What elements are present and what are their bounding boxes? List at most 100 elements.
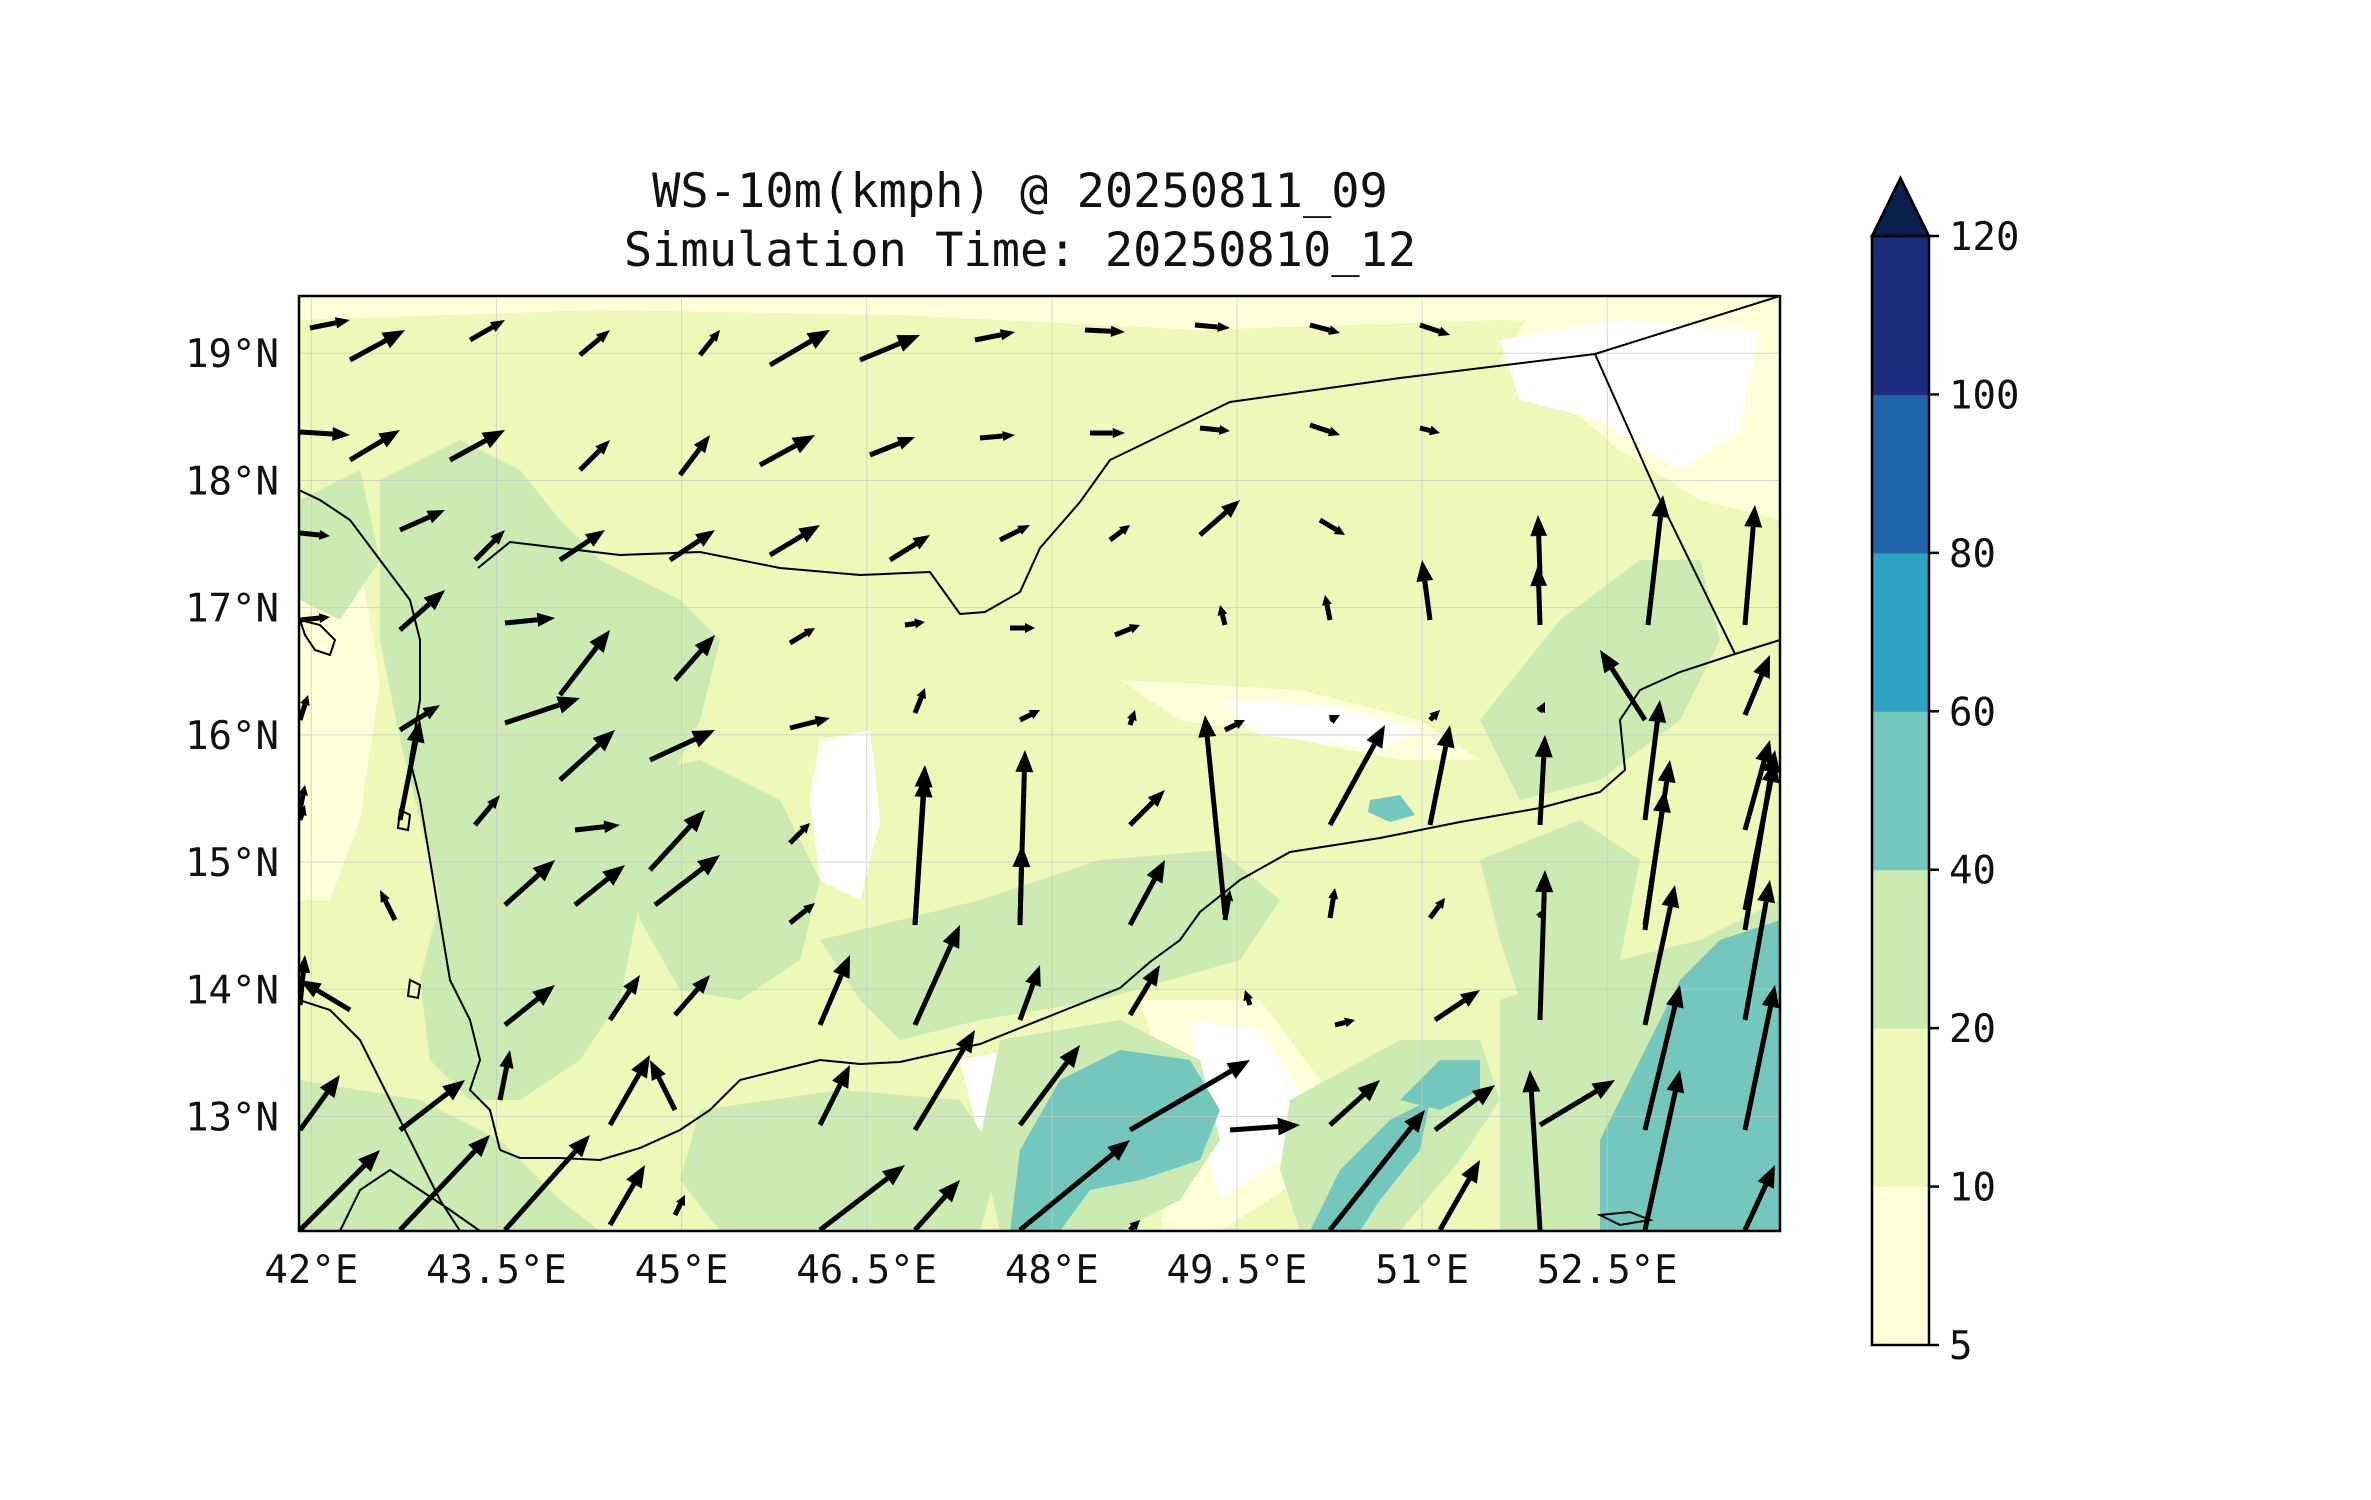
wind-arrow [299, 1075, 340, 1132]
wind-arrow [1334, 1017, 1355, 1028]
lon-tick-label: 46.5°E [796, 1248, 937, 1293]
lat-tick-label: 19°N [185, 332, 279, 377]
wind-arrow [473, 530, 505, 562]
wind-arrow [1194, 321, 1230, 332]
wind-arrow [1433, 990, 1480, 1023]
lat-tick-label: 14°N [185, 968, 279, 1013]
wind-arrow [648, 730, 715, 763]
wind-arrow [1433, 1085, 1495, 1132]
wind-arrow [1328, 1110, 1425, 1231]
wind-arrow [1642, 1070, 1685, 1231]
wind-arrow [1742, 880, 1775, 1021]
wind-arrow [578, 440, 610, 472]
wind-arrow [818, 1165, 905, 1231]
wind-arrow [1128, 1060, 1250, 1133]
wind-arrow [1427, 725, 1455, 826]
wind-arrow [497, 1050, 514, 1101]
lon-tick-label: 45°E [635, 1248, 729, 1293]
wind-arrow [668, 530, 715, 563]
wind-arrow [1535, 870, 1554, 1021]
wind-arrow [558, 530, 605, 563]
wind-arrow [1018, 1140, 1130, 1231]
wind-arrow [912, 688, 926, 714]
title-line-1: WS-10m(kmph) @ 20250811_09 [652, 164, 1388, 219]
colorbar-extend-arrow [1869, 175, 1932, 238]
wind-arrow [504, 612, 555, 627]
wind-arrow [817, 955, 850, 1026]
wind-arrow [1018, 710, 1040, 723]
wind-arrow [503, 1135, 590, 1231]
wind-arrow [998, 525, 1030, 543]
wind-arrow [1198, 500, 1240, 537]
wind-arrow [698, 330, 720, 357]
wind-arrow [1538, 1080, 1615, 1128]
wind-arrow [788, 628, 815, 646]
wind-arrow [912, 925, 960, 1027]
colorbar-tick-label: 80 [1949, 532, 1996, 577]
wind-arrow [299, 955, 311, 1006]
wind-arrow [789, 715, 830, 731]
wind-arrow [1534, 735, 1553, 826]
wind-arrow [1217, 605, 1228, 626]
wind-arrow [299, 785, 308, 811]
yemen-oman-border [1594, 353, 1736, 655]
lat-tick-label: 17°N [185, 587, 279, 632]
colorbar-bin [1872, 1186, 1929, 1346]
wind-arrow [299, 426, 350, 441]
wind-arrow [1127, 710, 1137, 726]
wind-arrow [299, 695, 310, 721]
wind-arrow [768, 330, 830, 368]
wind-arrow [904, 618, 925, 629]
wind-arrow [768, 525, 820, 558]
wind-arrow [607, 1055, 650, 1127]
oman-border [1594, 296, 1780, 355]
wind-arrow [1522, 1070, 1543, 1231]
red-sea-islands [299, 618, 337, 657]
wind-arrow [650, 1060, 678, 1112]
lat-tick-label: 18°N [185, 459, 279, 504]
colorbar-bin [1872, 552, 1929, 712]
wind-arrow [574, 820, 620, 834]
wind-vectors [299, 317, 1780, 1231]
wind-arrow [817, 1065, 850, 1127]
wind-arrow [398, 1135, 490, 1231]
wind-arrow [869, 437, 915, 458]
wind-arrow [912, 1030, 975, 1132]
colorbar-tick-label: 60 [1949, 690, 1996, 735]
strong-zones [1010, 795, 1780, 1231]
wind-arrow [299, 805, 307, 821]
wind-arrow [503, 860, 555, 907]
wind-arrow [1114, 624, 1140, 638]
lat-tick-label: 13°N [185, 1096, 279, 1141]
wind-arrow [1309, 422, 1340, 437]
socotra-hint [1596, 1210, 1654, 1227]
colorbar-tick-label: 10 [1949, 1166, 1996, 1211]
wind-arrow [1419, 322, 1450, 337]
wind-arrow [673, 975, 710, 1017]
latitude-ticks: 19°N 18°N 17°N 16°N 15°N 14°N 13°N [185, 332, 279, 1140]
wind-arrow [1645, 495, 1670, 626]
wind-arrow [607, 975, 640, 1022]
wind-arrow [300, 980, 352, 1013]
wind-arrow [1127, 965, 1160, 1017]
longitude-ticks: 42°E 43.5°E 45°E 46.5°E 48°E 49.5°E 51°E 52.5°E [264, 1248, 1677, 1293]
wind-arrow [1243, 990, 1253, 1006]
wind-arrow [1437, 1160, 1480, 1231]
colorbar-bin [1872, 869, 1929, 1029]
wind-arrow [299, 529, 330, 540]
wind-arrow [503, 985, 555, 1027]
lat-tick-label: 16°N [185, 714, 279, 759]
wind-arrow [653, 855, 720, 907]
wind-speed-field [299, 296, 1780, 1231]
title-line-2: Simulation Time: 20250810_12 [623, 223, 1417, 278]
wind-arrow [1428, 710, 1440, 722]
wind-arrow [974, 329, 1015, 343]
wind-arrow [1742, 740, 1773, 831]
wind-arrow [398, 590, 445, 632]
wind-arrow [558, 730, 615, 782]
wind-arrow [1328, 1080, 1380, 1127]
lon-tick-label: 43.5°E [426, 1248, 567, 1293]
western-coastline [299, 489, 501, 1151]
wind-arrow [1128, 1220, 1140, 1231]
wind-arrow [1018, 1045, 1080, 1127]
